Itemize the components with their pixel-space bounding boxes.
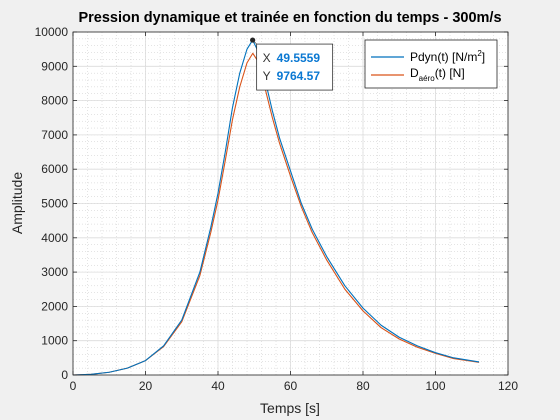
legend-label-pdyn: Pdyn(t) [N/m2]	[410, 49, 485, 64]
y-tick-label: 0	[61, 368, 68, 382]
x-tick-label: 40	[211, 379, 225, 393]
legend-pdyn-sup: 2	[477, 49, 482, 58]
y-tick-label: 3000	[41, 265, 68, 279]
x-tick-label: 100	[425, 379, 445, 393]
y-tick-label: 4000	[41, 231, 68, 245]
x-tick-labels: 0 20 40 60 80 100 120	[70, 379, 519, 393]
y-tick-label: 2000	[41, 299, 68, 313]
legend: Pdyn(t) [N/m2] Daéro(t) [N]	[364, 39, 498, 89]
datatip-y-row: Y 9764.57	[263, 69, 321, 83]
y-tick-label: 5000	[41, 197, 68, 211]
y-axis-label: Amplitude	[9, 172, 25, 234]
y-tick-label: 10000	[35, 25, 69, 39]
datatip-x-row: X 49.5559	[263, 51, 321, 65]
y-tick-label: 9000	[41, 59, 68, 73]
datatip-box	[256, 43, 334, 91]
legend-daero-base: D	[410, 66, 419, 80]
datatip-x-key: X	[263, 51, 271, 65]
y-tick-labels: 0 1000 2000 3000 4000 5000 6000 7000 8000 9000 100…	[35, 25, 69, 382]
x-tick-label: 60	[284, 379, 298, 393]
datatip-y-key: Y	[263, 69, 271, 83]
y-tick-label: 7000	[41, 128, 68, 142]
legend-box	[364, 39, 498, 89]
legend-pdyn-base: Pdyn(t) [N/m	[410, 50, 477, 64]
y-tick-label: 1000	[41, 334, 68, 348]
datatip-x-value: 49.5559	[277, 51, 321, 65]
datatip[interactable]: X 49.5559 Y 9764.57	[250, 37, 334, 91]
x-tick-label: 0	[70, 379, 77, 393]
axis-ticks	[72, 31, 509, 376]
y-tick-label: 8000	[41, 94, 68, 108]
legend-pdyn-tail: ]	[482, 50, 485, 64]
legend-label-daero: Daéro(t) [N]	[410, 66, 465, 83]
legend-daero-tail: (t) [N]	[435, 66, 465, 80]
chart-title: Pression dynamique et trainée en fonctio…	[78, 10, 501, 26]
x-tick-label: 120	[498, 379, 518, 393]
datatip-marker[interactable]	[250, 37, 256, 43]
legend-daero-sub: aéro	[419, 74, 436, 83]
datatip-y-value: 9764.57	[277, 69, 321, 83]
x-tick-label: 80	[356, 379, 370, 393]
y-tick-label: 6000	[41, 162, 68, 176]
x-axis-label: Temps [s]	[260, 400, 320, 416]
x-tick-label: 20	[139, 379, 153, 393]
